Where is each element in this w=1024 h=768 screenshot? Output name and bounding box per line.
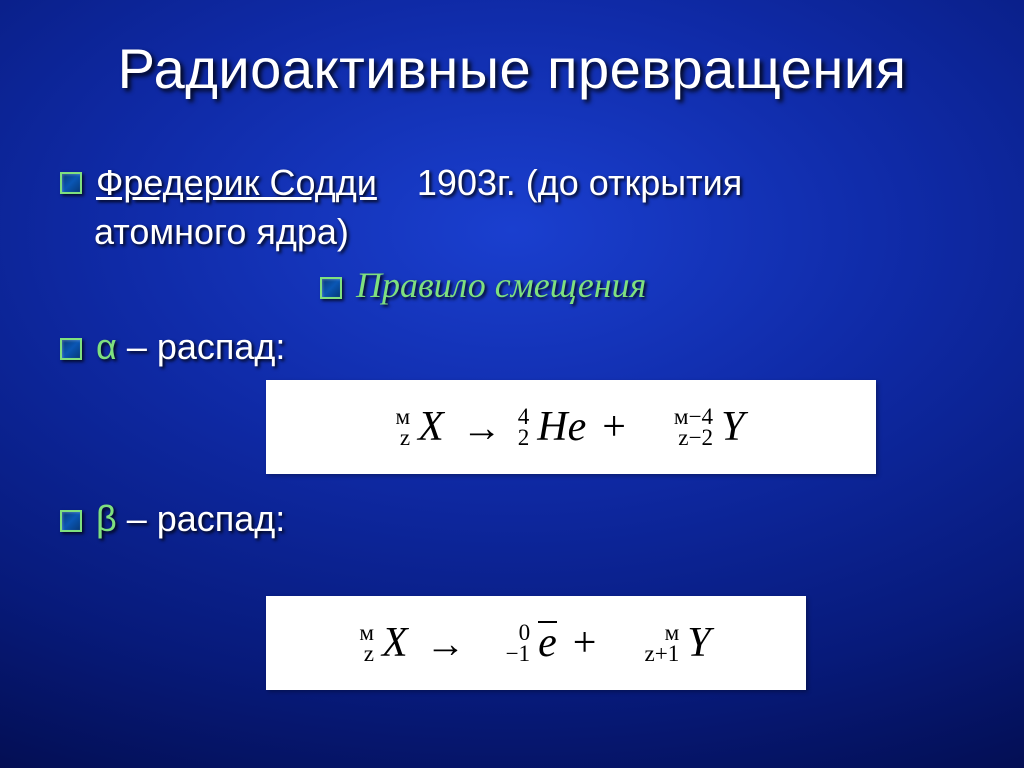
idx-bot: 2 [518, 427, 530, 448]
bullet-icon [60, 510, 82, 532]
subtitle-row: Правило смещения [320, 264, 964, 306]
beta-formula: м z X → 0 −1 e + м z+1 Y [359, 619, 712, 667]
alpha-emit-symbol: He [535, 403, 588, 451]
beta-parent-indices: м z [359, 622, 374, 664]
idx-bot: z [364, 643, 374, 664]
beta-emit-indices: 0 −1 [506, 622, 531, 664]
beta-symbol: β [96, 498, 117, 539]
alpha-formula-box: м z X → 4 2 He + м−4 z−2 Y [266, 380, 876, 474]
alpha-decay-row: α – распад: [60, 326, 964, 368]
alpha-label-text: – распад: [117, 326, 286, 367]
beta-emit-symbol: e [536, 619, 559, 667]
slide-content: Фредерик Содди 1903г. (до открытия атомн… [60, 160, 964, 544]
beta-decay-row: β – распад: [60, 498, 964, 540]
idx-bot: z [400, 427, 410, 448]
beta-decay-label: β – распад: [96, 498, 285, 540]
beta-label-text: – распад: [117, 498, 286, 539]
alpha-daughter-symbol: Y [719, 403, 746, 451]
beta-daughter-symbol: Y [685, 619, 712, 667]
arrow-icon: → [450, 404, 514, 451]
beta-parent-symbol: X [380, 619, 410, 667]
alpha-decay-label: α – распад: [96, 326, 285, 368]
bullet-icon [60, 338, 82, 360]
bullet-row-author: Фредерик Содди 1903г. (до открытия [60, 160, 964, 205]
author-line-cont: атомного ядра) [94, 209, 964, 254]
arrow-icon: → [414, 620, 478, 667]
alpha-formula: м z X → 4 2 He + м−4 z−2 Y [396, 403, 747, 451]
idx-bot: z+1 [644, 643, 679, 664]
alpha-parent-indices: м z [396, 406, 411, 448]
author-line: Фредерик Содди 1903г. (до открытия [96, 160, 742, 205]
beta-daughter-indices: м z+1 [644, 622, 679, 664]
author-name: Фредерик Содди [96, 162, 377, 203]
alpha-emit-indices: 4 2 [518, 406, 530, 448]
alpha-symbol: α [96, 326, 117, 367]
bullet-icon [60, 172, 82, 194]
idx-bot: z−2 [678, 427, 713, 448]
beta-formula-box: м z X → 0 −1 e + м z+1 Y [266, 596, 806, 690]
subtitle-text: Правило смещения [356, 264, 646, 306]
author-year: 1903г. (до открытия [417, 162, 742, 203]
plus-icon: + [563, 619, 607, 667]
bullet-icon [320, 277, 342, 299]
plus-icon: + [592, 403, 636, 451]
alpha-daughter-indices: м−4 z−2 [674, 406, 713, 448]
alpha-parent-symbol: X [416, 403, 446, 451]
slide-title: Радиоактивные превращения [0, 36, 1024, 101]
idx-bot: −1 [506, 643, 531, 664]
slide: Радиоактивные превращения Фредерик Содди… [0, 0, 1024, 768]
